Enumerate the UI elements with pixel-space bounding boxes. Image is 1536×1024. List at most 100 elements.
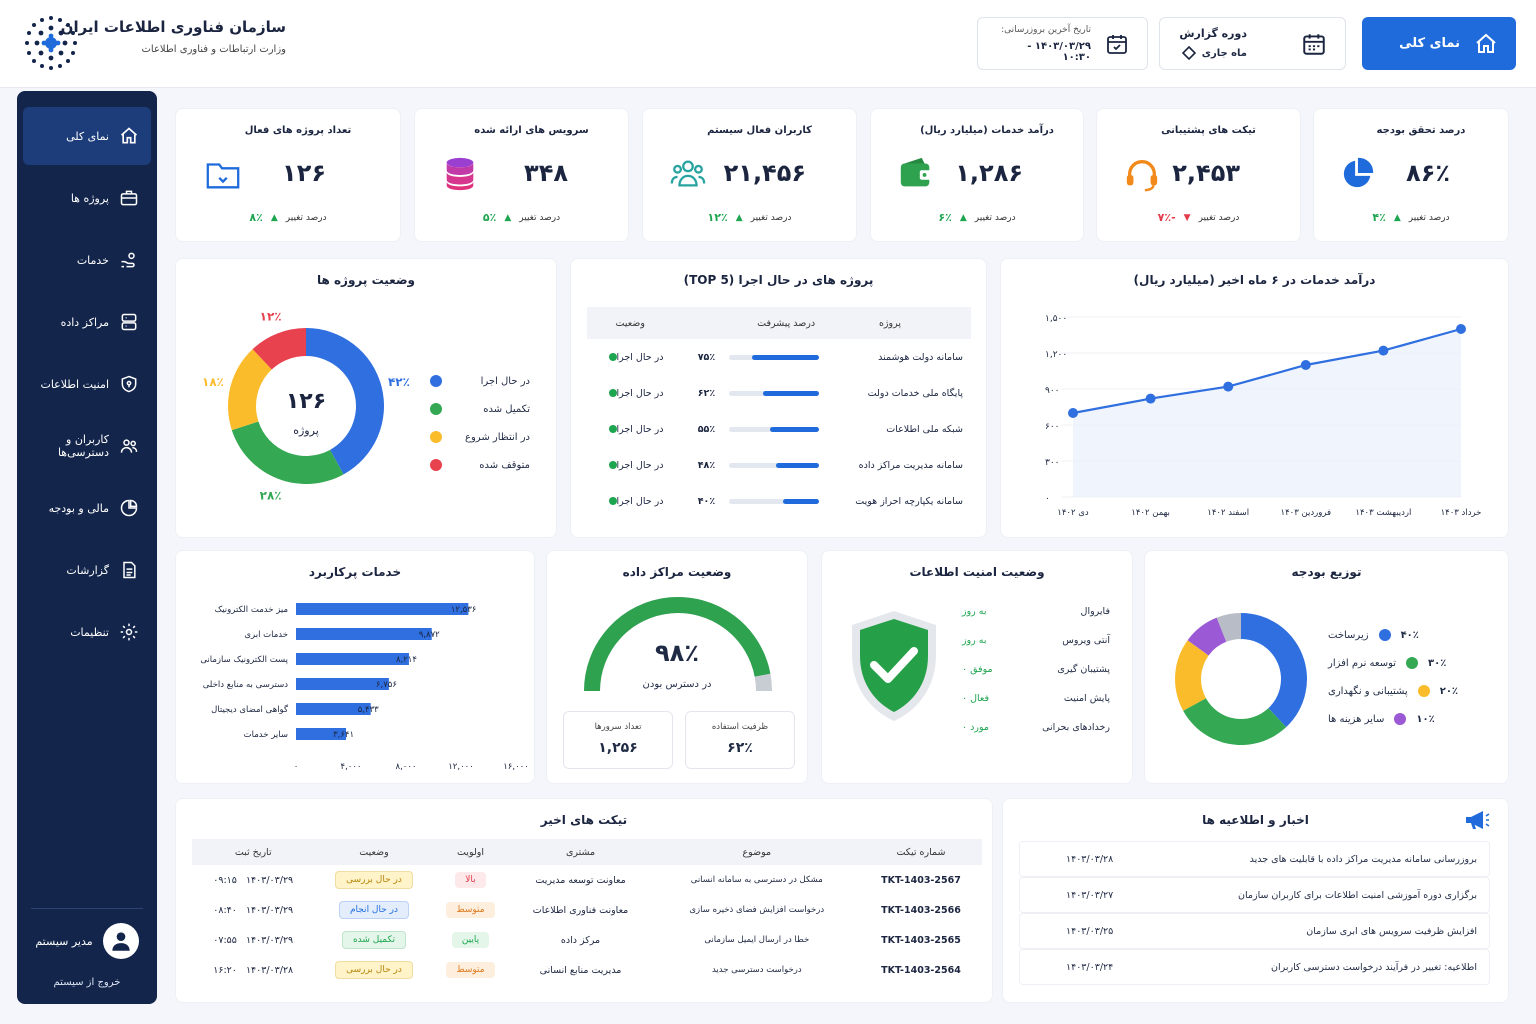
kpi-value: ۸۶٪ [1406, 159, 1450, 187]
news-list: بروزرسانی سامانه مدیریت مراکز داده با قا… [1019, 841, 1490, 985]
news-date: ۱۴۰۳/۰۳/۲۴ [1066, 961, 1114, 973]
sidebar-item-settings[interactable]: تنظیمات [23, 603, 151, 661]
legend-label-group: توسعه نرم افزار [1328, 657, 1419, 669]
bar-category-label: گواهی امضای دیجیتال [211, 704, 289, 715]
logout-link[interactable]: خروج از سیستم [53, 977, 121, 988]
sidebar-item-overview[interactable]: نمای کلی [23, 107, 151, 165]
project-status: در حال اجرا [587, 411, 673, 447]
ticket-id[interactable]: TKT-1403-2567 [881, 874, 961, 886]
news-item[interactable]: افزایش ظرفیت سرویس های ابری سازمان ۱۴۰۳/۰… [1019, 913, 1490, 949]
kpi-change-value: ۸٪ [249, 211, 263, 224]
table-row[interactable]: سامانه مدیریت مراکز داده ۴۸٪ در حال اجرا [587, 447, 971, 483]
ticket-subject: درخواست افزایش فضای ذخیره سازی [689, 905, 825, 915]
legend-swatch [430, 375, 442, 387]
kpi-change-label: درصد تغییر [1408, 212, 1450, 223]
top-bar: سازمان فناوری اطلاعات ایران وزارت ارتباط… [0, 0, 1536, 88]
table-row[interactable]: پایگاه ملی خدمات دولت ۶۲٪ در حال اجرا [587, 375, 971, 411]
news-item[interactable]: اطلاعیه: تغییر در فرآیند درخواست دسترسی … [1019, 949, 1490, 985]
y-tick-label: ۱,۲۰۰ [1045, 350, 1067, 360]
project-progress: ۵۵٪ [673, 411, 829, 447]
legend-label: در حال اجرا [480, 375, 530, 387]
table-row[interactable]: سامانه دولت هوشمند ۷۵٪ در حال اجرا [587, 339, 971, 375]
slice-label: ۱۲٪ [260, 310, 282, 324]
y-tick-label: ۳۰۰ [1045, 458, 1060, 468]
report-period-selector[interactable]: دوره گزارش ماه جاری [1159, 17, 1346, 70]
column-header: شماره تیکت [859, 839, 982, 865]
ticket-id[interactable]: TKT-1403-2564 [881, 964, 961, 976]
ticket-id[interactable]: TKT-1403-2565 [881, 934, 961, 946]
legend-label: سایر هزینه ها [1328, 713, 1385, 725]
news-item[interactable]: برگزاری دوره آموزشی امنیت اطلاعات برای ک… [1019, 877, 1490, 913]
security-status-row: رخدادهای بحرانی مورد ۰ [962, 713, 1110, 742]
sidebar-item-services[interactable]: خدمات [23, 231, 151, 289]
arrow-up-icon: ▲ [735, 212, 743, 223]
table-row[interactable]: سامانه یکپارچه احراز هویت ۴۰٪ در حال اجرا [587, 483, 971, 519]
ticket-status: تکمیل شده [314, 925, 433, 955]
sidebar-item-security[interactable]: امنیت اطلاعات [23, 355, 151, 413]
project-status: در حال اجرا [587, 339, 673, 375]
capacity-value: ۶۲٪ [727, 740, 753, 756]
data-point [1145, 393, 1156, 404]
ticket-status: در حال بررسی [314, 865, 433, 895]
hand-service-icon [121, 252, 135, 268]
donut-slice [1241, 613, 1307, 728]
legend-value: ۱۰٪ [1416, 713, 1435, 725]
sidebar-item-label: کاربران و دسترسی‌ها [57, 433, 109, 459]
kpi-service-revenue: درآمد خدمات (میلیارد ریال) ۱,۲۸۶ درصد تغ… [870, 108, 1084, 242]
project-status: در حال اجرا [587, 447, 673, 483]
wallet-icon [900, 157, 932, 187]
progress-bar [729, 354, 820, 360]
capacity-label: ظرفیت استفاده [711, 722, 769, 732]
sidebar-item-reports[interactable]: گزارشات [23, 541, 151, 599]
line-area [1073, 329, 1461, 497]
sidebar-item-datacenters[interactable]: مراکز داده [23, 293, 151, 351]
legend-swatch [430, 403, 442, 415]
overview-button[interactable]: نمای کلی [1362, 17, 1516, 70]
table-row[interactable]: TKT-1403-2565 خطا در ارسال ایمیل سازمانی م… [192, 925, 982, 955]
ticket-subject: درخواست دسترسی جدید [711, 965, 802, 975]
legend-value: ۴۰٪ [1400, 629, 1419, 641]
legend-item: ۱۰٪ سایر هزینه ها [1328, 705, 1490, 733]
security-item-label: پشتیبان گیری [1057, 664, 1110, 675]
kpi-support-tickets: تیکت های پشتیبانی ۲,۴۵۳ درصد تغییر ▼ -۷٪ [1096, 108, 1301, 242]
gear-icon [120, 623, 138, 641]
table-row[interactable]: TKT-1403-2567 مشکل در دسترسی به سامانه ان… [192, 865, 982, 895]
table-row[interactable]: TKT-1403-2566 درخواست افزایش فضای ذخیره س… [192, 895, 982, 925]
x-tick-label: بهمن ۱۴۰۲ [1131, 508, 1170, 518]
donut-slice [228, 349, 272, 431]
slice-label: ۱۸٪ [202, 375, 224, 389]
card-title: خدمات پرکاربرد [308, 565, 402, 579]
table-row[interactable]: TKT-1403-2564 درخواست دسترسی جدید مدیریت م… [192, 955, 982, 985]
sidebar-item-label: امنیت اطلاعات [40, 377, 109, 391]
sidebar-item-projects[interactable]: پروژه ها [23, 169, 151, 227]
sidebar-item-users[interactable]: کاربران و دسترسی‌ها [23, 417, 151, 475]
megaphone-icon [1466, 811, 1490, 829]
kpi-title: درصد تحقق بودجه [1376, 125, 1466, 136]
progress-bar-fill [783, 498, 820, 504]
news-item[interactable]: بروزرسانی سامانه مدیریت مراکز داده با قا… [1019, 841, 1490, 877]
column-header-progress: درصد پیشرفت [673, 307, 830, 339]
security-item-value: موفق ۰ [962, 664, 993, 675]
project-progress: ۴۸٪ [673, 447, 829, 483]
news-date: ۱۴۰۳/۰۳/۲۵ [1066, 925, 1114, 937]
user-profile[interactable]: مدیر سیستم [17, 923, 157, 959]
slice-label: ۴۲٪ [388, 375, 410, 389]
sidebar-user: مدیر سیستم خروج از سیستم [17, 908, 157, 988]
legend-label: در انتظار شروع [465, 431, 530, 443]
ticket-customer: مدیریت منابع انسانی [539, 964, 622, 976]
bar-value-label: ۹,۸۷۲ [419, 630, 440, 640]
ticket-id[interactable]: TKT-1403-2566 [881, 904, 961, 916]
card-title: اخبار و اطلاعیه ها [1202, 813, 1309, 827]
legend-swatch [1394, 713, 1407, 725]
card-title: تیکت های اخیر [540, 813, 628, 827]
card-title: پروژه های در حال اجرا (TOP 5) [683, 273, 874, 287]
ticket-subject: مشکل در دسترسی به سامانه انسانی [690, 875, 823, 885]
table-row[interactable]: شبکه ملی اطلاعات ۵۵٪ در حال اجرا [587, 411, 971, 447]
security-card: وضعیت امنیت اطلاعات فایروال به روز آنتی وی… [821, 550, 1133, 784]
legend-label-group: زیرساخت [1328, 629, 1391, 641]
briefcase-icon [120, 190, 138, 206]
sidebar-item-finance[interactable]: مالی و بودجه [23, 479, 151, 537]
popular-services-bar-chart: میز خدمت الکترونیک ۱۲,۵۳۶ خدمات ابری ۹,۸۷۲ پ… [200, 603, 529, 772]
donut-center-value: ۱۲۶ [286, 389, 326, 414]
server-count-value: ۱,۲۵۶ [598, 740, 638, 756]
